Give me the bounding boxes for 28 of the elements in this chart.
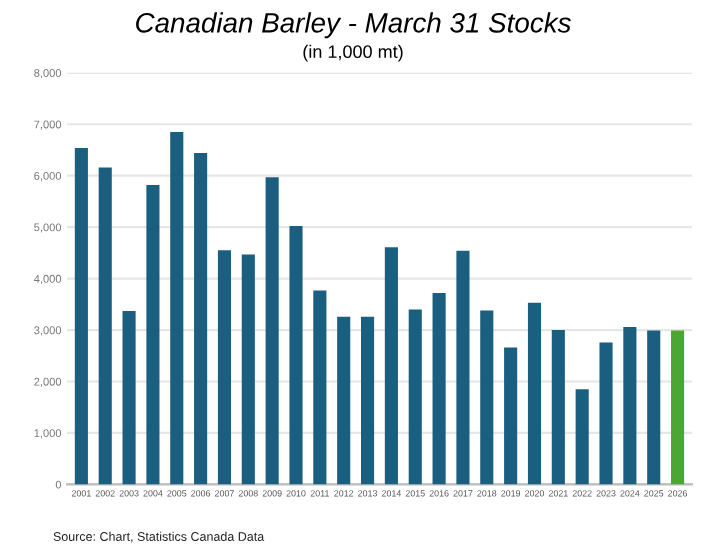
bar	[241, 254, 255, 485]
bar	[98, 167, 112, 485]
chart-title: Canadian Barley - March 31 Stocks	[136, 12, 571, 39]
bar	[432, 293, 446, 485]
bar	[671, 330, 685, 485]
bar	[480, 310, 494, 485]
bar	[527, 302, 542, 485]
bar	[217, 250, 232, 485]
bar	[504, 347, 518, 485]
bar	[623, 326, 637, 485]
bar	[265, 177, 279, 485]
bar	[194, 153, 208, 485]
bar	[337, 316, 351, 485]
chart-subtitle: (in 1,000 mt)	[303, 44, 403, 62]
bar	[599, 342, 613, 485]
bar	[575, 389, 589, 485]
bar	[170, 131, 184, 485]
bar	[289, 226, 303, 485]
bar	[74, 147, 88, 485]
bar	[360, 316, 375, 485]
bar	[146, 184, 160, 485]
bar	[551, 330, 565, 485]
bar	[456, 250, 470, 485]
bar	[313, 290, 327, 485]
bar	[408, 309, 422, 485]
bar	[384, 247, 398, 485]
bar	[647, 330, 661, 485]
bar	[122, 311, 136, 485]
